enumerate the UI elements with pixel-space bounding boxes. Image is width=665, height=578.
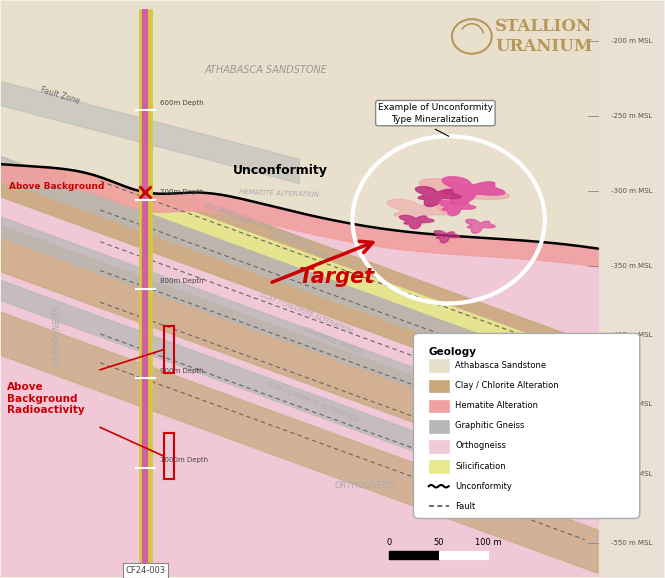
Text: ORTHOGNEISS: ORTHOGNEISS (335, 480, 396, 490)
Text: -300 m MSL: -300 m MSL (611, 188, 652, 194)
Polygon shape (67, 172, 531, 352)
Text: -500 m MSL: -500 m MSL (611, 470, 652, 476)
Polygon shape (1, 217, 598, 455)
Bar (439, 551, 489, 560)
Text: CLAY / CHLORITE ALTERATION: CLAY / CHLORITE ALTERATION (259, 292, 353, 335)
Bar (429, 460, 449, 473)
Text: Above
Background
Radioactivity: Above Background Radioactivity (7, 382, 85, 415)
Text: GRAPHITIC GNEISS: GRAPHITIC GNEISS (303, 327, 362, 355)
Text: ORTHOGNEISS: ORTHOGNEISS (53, 305, 62, 366)
Text: Clay / Chlorite Alteration: Clay / Chlorite Alteration (456, 381, 559, 390)
Text: 600m Depth: 600m Depth (160, 99, 203, 106)
Polygon shape (387, 199, 458, 227)
Polygon shape (1, 81, 299, 183)
Text: Example of Unconformity
Type Mineralization: Example of Unconformity Type Mineralizat… (378, 103, 493, 124)
Text: -550 m MSL: -550 m MSL (611, 540, 652, 546)
Text: -400 m MSL: -400 m MSL (611, 332, 652, 338)
Text: CLAY / CHLORITE ALTERATION: CLAY / CHLORITE ALTERATION (219, 205, 313, 248)
FancyBboxPatch shape (414, 334, 640, 518)
Text: Silicification: Silicification (456, 461, 506, 470)
Text: CF24-003: CF24-003 (125, 566, 166, 575)
Polygon shape (416, 187, 462, 206)
Bar (389, 551, 439, 560)
Text: 700m Depth: 700m Depth (160, 189, 203, 195)
Text: STALLION: STALLION (495, 18, 593, 35)
Text: ATHABASCA SANDSTONE: ATHABASCA SANDSTONE (205, 65, 328, 75)
Text: Above Background: Above Background (9, 182, 104, 191)
Text: Fault: Fault (456, 502, 475, 511)
Polygon shape (465, 219, 495, 233)
Bar (429, 420, 449, 432)
Polygon shape (434, 231, 460, 243)
Polygon shape (1, 157, 598, 398)
Polygon shape (1, 164, 598, 267)
Text: -350 m MSL: -350 m MSL (611, 263, 652, 269)
Text: -200 m MSL: -200 m MSL (611, 38, 652, 44)
Polygon shape (438, 201, 475, 216)
Text: Geology: Geology (429, 347, 477, 357)
Bar (429, 400, 449, 412)
Polygon shape (442, 177, 505, 205)
Polygon shape (1, 165, 598, 414)
Text: SILICIFICATION: SILICIFICATION (202, 201, 250, 225)
Bar (588, 1, 665, 577)
Text: 50: 50 (434, 538, 444, 547)
Text: Unconformity: Unconformity (233, 164, 328, 177)
Text: 0: 0 (386, 538, 392, 547)
Polygon shape (1, 280, 598, 518)
Text: -450 m MSL: -450 m MSL (611, 401, 652, 407)
Text: 800m Depth: 800m Depth (160, 279, 203, 284)
Bar (429, 440, 449, 453)
Text: CLAY / CHLORITE ALTERATION: CLAY / CHLORITE ALTERATION (265, 380, 360, 423)
Text: 1000m Depth: 1000m Depth (160, 457, 208, 463)
Bar (429, 380, 449, 392)
Text: -250 m MSL: -250 m MSL (611, 113, 652, 119)
Text: HEMATITE ALTERATION: HEMATITE ALTERATION (239, 190, 320, 198)
Polygon shape (1, 312, 598, 573)
Text: Athabasca Sandstone: Athabasca Sandstone (456, 361, 547, 369)
Text: GRAPHITIC GNEISS: GRAPHITIC GNEISS (269, 231, 329, 260)
Text: Graphitic Gneiss: Graphitic Gneiss (456, 421, 525, 430)
Bar (429, 360, 449, 372)
Polygon shape (420, 179, 509, 213)
Text: Hematite Alteration: Hematite Alteration (456, 401, 538, 410)
Text: Target: Target (299, 268, 374, 287)
Text: 100 m: 100 m (475, 538, 501, 547)
Polygon shape (399, 216, 434, 229)
Text: Unconformity: Unconformity (456, 481, 512, 491)
Polygon shape (1, 1, 598, 249)
Text: Orthogneiss: Orthogneiss (456, 442, 506, 450)
Text: Fault Zone: Fault Zone (40, 86, 81, 106)
Text: 900m Depth: 900m Depth (160, 368, 203, 374)
Text: URANIUM: URANIUM (495, 38, 593, 55)
Polygon shape (1, 225, 598, 490)
